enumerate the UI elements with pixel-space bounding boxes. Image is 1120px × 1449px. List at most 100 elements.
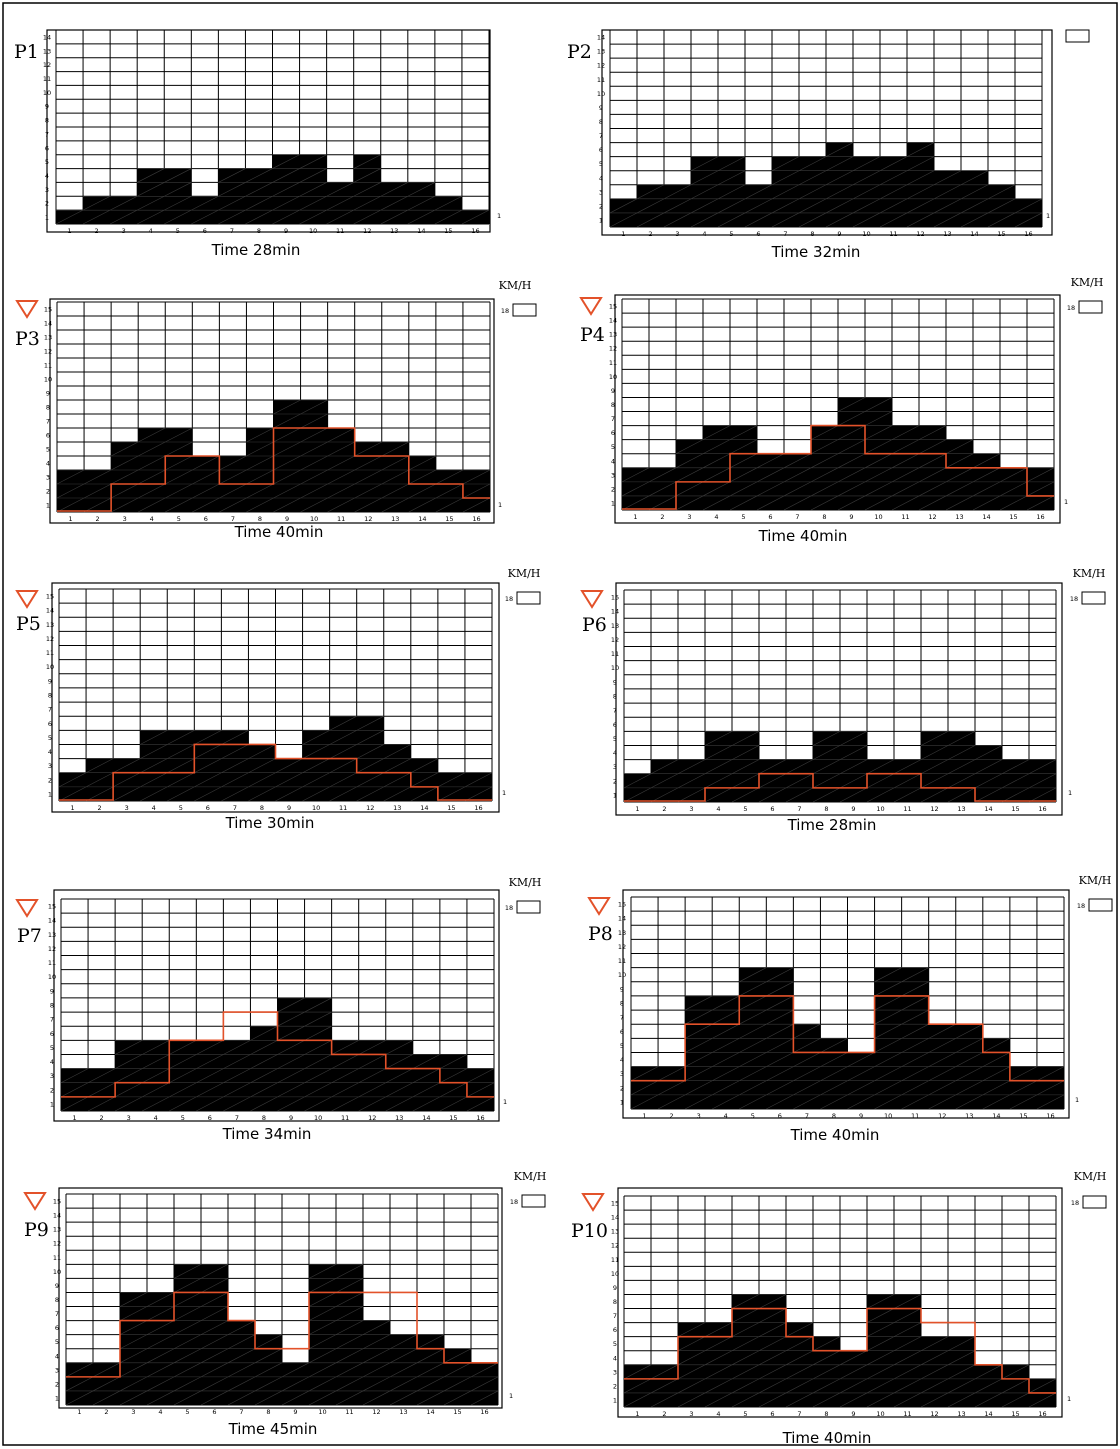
hatch xyxy=(758,1350,787,1366)
hatch xyxy=(335,1362,364,1378)
hatch xyxy=(891,467,920,483)
hatch xyxy=(326,209,354,225)
x-tick-label: 4 xyxy=(716,1410,720,1418)
hatch xyxy=(273,483,301,499)
x-tick-label: 2 xyxy=(104,1408,108,1416)
hatch xyxy=(729,425,758,440)
hatch xyxy=(947,759,976,774)
y-tick-label: 15 xyxy=(618,901,626,909)
hatch xyxy=(739,1038,767,1053)
hatch xyxy=(200,1334,229,1349)
hatch xyxy=(982,1066,1011,1081)
hatch xyxy=(331,1082,359,1098)
y-tick-label: 3 xyxy=(620,1070,624,1078)
hatch xyxy=(87,1082,116,1098)
hatch xyxy=(227,1348,256,1364)
hatch xyxy=(327,455,355,471)
x-tick-label: 7 xyxy=(783,230,787,238)
y-tick-label: 4 xyxy=(613,1354,617,1362)
x-tick-label: 8 xyxy=(262,1114,266,1122)
hatch xyxy=(119,1376,148,1392)
hatch xyxy=(928,1023,956,1039)
x-tick-label: 6 xyxy=(756,230,760,238)
hatch xyxy=(712,1038,740,1053)
hatch xyxy=(1028,773,1057,789)
unit-label: KM/H xyxy=(514,1170,547,1183)
hatch xyxy=(302,730,330,745)
hatch xyxy=(461,209,490,225)
y-tick-label: 11 xyxy=(53,1254,61,1262)
hatch xyxy=(609,212,638,228)
hatch xyxy=(783,467,812,483)
hatch xyxy=(920,759,949,774)
hatch xyxy=(999,495,1028,511)
hatch xyxy=(437,786,466,802)
hatch xyxy=(82,196,111,211)
x-tick-label: 10 xyxy=(876,1410,884,1418)
hatch xyxy=(381,483,409,499)
hatch xyxy=(304,1011,332,1027)
x-tick-label: 10 xyxy=(884,1112,892,1120)
hatch xyxy=(663,184,692,200)
hatch xyxy=(758,759,787,774)
down-triangle-icon xyxy=(15,300,39,319)
x-tick-label: 11 xyxy=(903,805,911,813)
hatch xyxy=(380,196,408,211)
x-tick-label: 6 xyxy=(208,1114,212,1122)
hatch xyxy=(356,758,384,773)
hatch xyxy=(173,1278,202,1293)
hatch xyxy=(308,1306,337,1321)
y-tick-label: 10 xyxy=(46,663,54,671)
x-tick-label: 15 xyxy=(445,515,453,523)
hatch xyxy=(1036,1066,1065,1081)
hatch xyxy=(874,967,902,983)
hatch xyxy=(893,773,922,789)
hatch xyxy=(771,198,800,214)
hatch xyxy=(731,1294,760,1309)
hatch xyxy=(879,170,908,186)
hatch xyxy=(114,1096,143,1112)
y-tick-label: 8 xyxy=(46,404,50,412)
y-tick-label: 2 xyxy=(613,1382,617,1390)
hatch xyxy=(945,453,974,469)
hatch xyxy=(947,1378,976,1394)
hatch xyxy=(138,455,166,471)
hatch xyxy=(281,1376,310,1392)
x-tick-label: 7 xyxy=(797,1410,801,1418)
hatch xyxy=(1036,1080,1065,1096)
hatch xyxy=(200,1320,229,1335)
hatch xyxy=(636,198,665,214)
hatch xyxy=(704,1350,733,1366)
hatch xyxy=(974,773,1003,789)
time-caption: Time 30min xyxy=(225,814,315,832)
x-tick-label: 12 xyxy=(930,1410,938,1418)
hatch xyxy=(223,1040,251,1055)
hatch xyxy=(874,1066,902,1081)
hatch xyxy=(731,1350,760,1366)
hatch xyxy=(410,786,439,802)
x-tick-label: 5 xyxy=(177,515,181,523)
hatch xyxy=(299,182,327,197)
hatch xyxy=(275,772,303,788)
hatch xyxy=(879,156,908,171)
speed-value: 18 xyxy=(1067,304,1075,312)
y-tick-label: 4 xyxy=(613,749,617,757)
y-tick-label: 14 xyxy=(597,34,605,42)
x-tick-label: 16 xyxy=(1024,230,1032,238)
hatch xyxy=(362,1376,391,1392)
x-tick-label: 6 xyxy=(206,804,210,812)
hatch xyxy=(308,1390,337,1406)
hatch xyxy=(385,1096,413,1112)
hatch xyxy=(304,1054,332,1069)
y-tick-label: 12 xyxy=(609,345,617,353)
hatch xyxy=(250,1040,278,1055)
hatch xyxy=(223,1082,251,1098)
down-triangle-icon xyxy=(581,1193,605,1212)
hatch xyxy=(704,745,733,760)
y-tick-label: 2 xyxy=(620,1084,624,1092)
y-tick-label: 3 xyxy=(50,1072,54,1080)
hatch xyxy=(766,995,794,1011)
hatch xyxy=(335,1306,364,1321)
hatch xyxy=(358,1040,386,1055)
